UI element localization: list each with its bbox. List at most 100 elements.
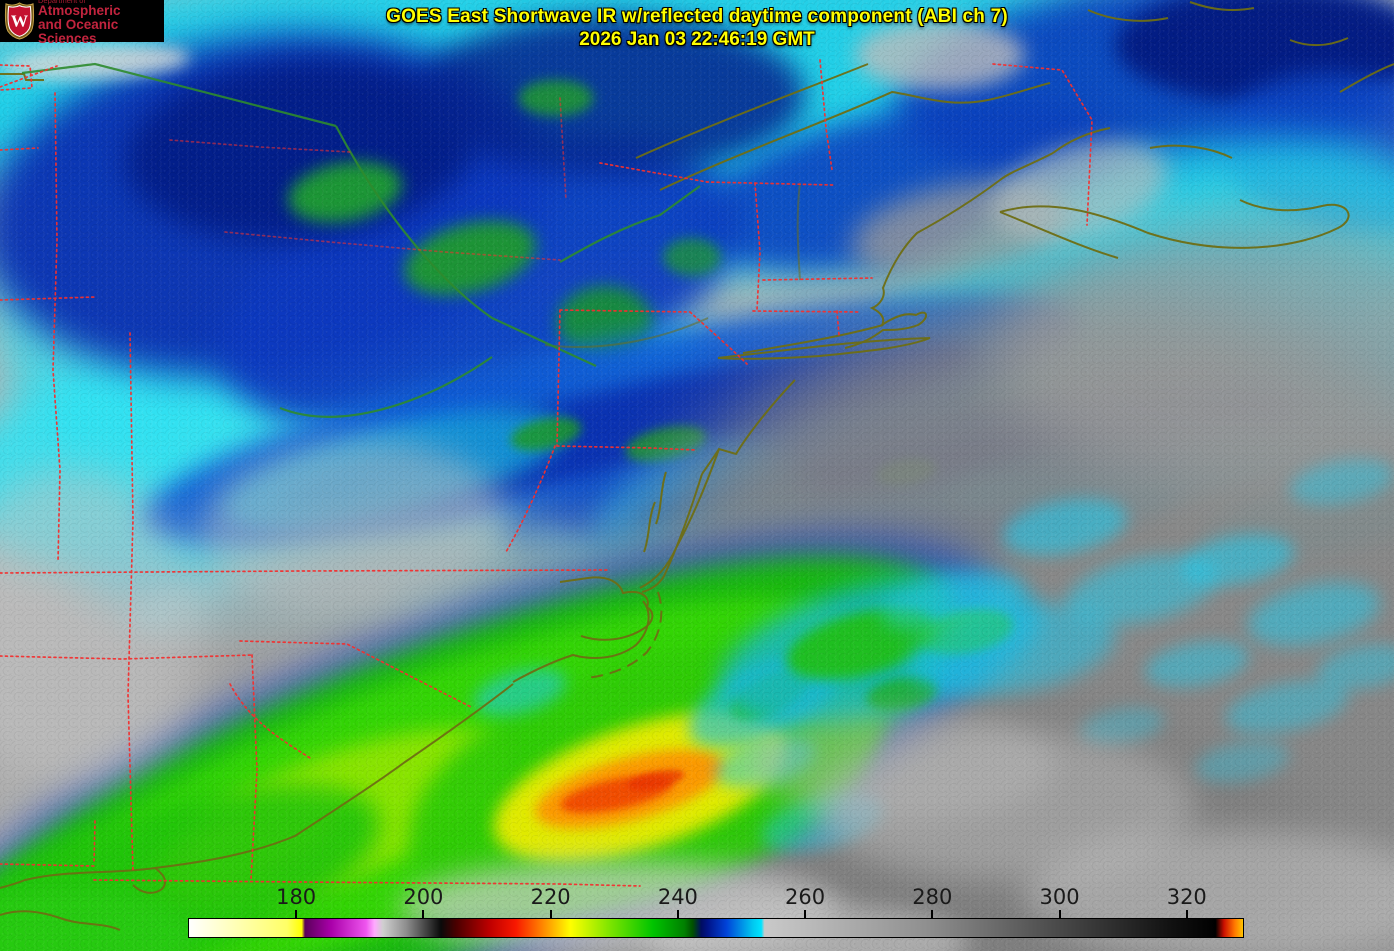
state-border-path bbox=[0, 296, 96, 301]
cloud-blob bbox=[901, 589, 1123, 711]
logo-name-line2: and Oceanic Sciences bbox=[38, 17, 119, 47]
cloud-blob bbox=[396, 207, 544, 309]
title-line1: GOES East Shortwave IR w/reflected dayti… bbox=[386, 6, 1008, 27]
cloud-blob bbox=[975, 308, 1394, 548]
colorbar-tick-mark bbox=[295, 910, 298, 919]
cloud-blob bbox=[275, 311, 989, 543]
cloud-blob bbox=[557, 286, 653, 358]
cloud-blob bbox=[1176, 526, 1298, 594]
state-border-path bbox=[752, 182, 873, 336]
cloud-blob bbox=[0, 423, 1059, 951]
cloud-blob bbox=[815, 730, 1195, 880]
cloud-blob bbox=[124, 246, 1096, 598]
cloud-blob bbox=[527, 733, 733, 845]
cloud-blob bbox=[1172, 393, 1394, 491]
cloud-blob bbox=[1191, 431, 1394, 585]
cloud-blob bbox=[283, 153, 407, 231]
cloud-blob bbox=[0, 0, 571, 414]
cloud-blob bbox=[1286, 452, 1394, 512]
colorbar-ticks: 180 200 220 240 260 280 300 320 bbox=[188, 884, 1244, 940]
cloud-blob bbox=[981, 123, 1179, 257]
cloud-blob bbox=[518, 80, 594, 116]
cloud-blob bbox=[1141, 634, 1253, 694]
cloud-blob bbox=[214, 384, 576, 556]
cloud-blob bbox=[149, 497, 691, 803]
international-border-layer bbox=[21, 62, 701, 418]
colorbar-tick-label: 300 bbox=[1039, 885, 1080, 909]
colorbar-tick-label: 200 bbox=[403, 885, 444, 909]
cloud-blob bbox=[468, 659, 572, 725]
cloud-blob bbox=[663, 238, 721, 276]
cloud-blob bbox=[686, 179, 1334, 497]
crest-letter: W bbox=[11, 11, 28, 30]
cloud-blob bbox=[421, 476, 979, 814]
cloud-blob bbox=[123, 527, 521, 657]
cloud-blob bbox=[754, 780, 890, 864]
colorbar-tick-mark bbox=[549, 910, 552, 919]
cloud-blob bbox=[1210, 247, 1394, 417]
cloud-blob bbox=[476, 681, 804, 893]
title-line2: 2026 Jan 03 22:46:19 GMT bbox=[579, 29, 815, 50]
state-border-path bbox=[127, 332, 134, 873]
colorbar: 180 200 220 240 260 280 300 320 bbox=[188, 884, 1244, 940]
state-border-path bbox=[599, 59, 834, 186]
cloud-blob bbox=[1313, 638, 1394, 696]
state-border-path bbox=[52, 92, 61, 563]
cloud-blob bbox=[629, 401, 1203, 553]
coastline-path bbox=[0, 73, 44, 81]
cloud-blob bbox=[117, 45, 483, 255]
cloud-blob bbox=[625, 290, 1394, 951]
cloud-blob bbox=[779, 595, 945, 693]
cloud-blob bbox=[0, 888, 195, 951]
coastline-path bbox=[512, 576, 654, 683]
state-borders-layer bbox=[0, 59, 1093, 887]
coastline-layer bbox=[0, 1, 1394, 931]
logo-name-line1: Atmospheric bbox=[38, 3, 121, 19]
state-border-path bbox=[0, 654, 258, 881]
cloud-blob bbox=[381, 511, 603, 633]
cloud-blob bbox=[675, 632, 855, 768]
colorbar-tick-mark bbox=[1058, 910, 1061, 919]
cloud-blob bbox=[599, 485, 1093, 615]
cloud-blob bbox=[915, 603, 1017, 661]
state-border-path bbox=[992, 63, 1093, 226]
uw-crest-icon: W bbox=[4, 2, 35, 40]
logo-text-block: Department of Atmospheric and Oceanic Sc… bbox=[38, 0, 164, 46]
state-border-path bbox=[0, 820, 641, 887]
cloud-blob bbox=[876, 563, 1028, 641]
cloud-blob bbox=[471, 443, 1189, 651]
coastline-path bbox=[585, 591, 663, 679]
cloud-blob bbox=[1077, 701, 1167, 751]
colorbar-tick-label: 280 bbox=[912, 885, 953, 909]
state-border-path bbox=[229, 640, 474, 759]
image-title: GOES East Shortwave IR w/reflected dayti… bbox=[0, 6, 1394, 51]
colorbar-tick-mark bbox=[676, 910, 679, 919]
state-border-path bbox=[169, 97, 567, 261]
international-border-path bbox=[335, 125, 597, 367]
cloud-blob bbox=[1220, 671, 1354, 743]
coastline-path bbox=[639, 324, 884, 593]
cloud-blob bbox=[557, 767, 677, 821]
cloud-blob bbox=[755, 710, 1055, 820]
cloud-blob bbox=[708, 726, 822, 798]
colorbar-tick-mark bbox=[1185, 910, 1188, 919]
state-border-path bbox=[505, 309, 748, 553]
cloud-blob bbox=[1059, 543, 1225, 637]
cloud-blob bbox=[1191, 735, 1293, 789]
coastline-path bbox=[844, 152, 1054, 349]
cloud-blob bbox=[703, 544, 1057, 756]
colorbar-tick-label: 320 bbox=[1166, 885, 1207, 909]
cloud-blob bbox=[995, 220, 1394, 490]
international-border-path bbox=[559, 185, 701, 263]
cloud-blob bbox=[858, 183, 1322, 427]
colorbar-tick-label: 240 bbox=[657, 885, 698, 909]
cloud-blob bbox=[0, 229, 738, 631]
colorbar-tick-label: 180 bbox=[276, 885, 317, 909]
cloud-blob bbox=[625, 765, 687, 795]
cloud-blob bbox=[843, 166, 1077, 294]
cloud-blob bbox=[679, 66, 1131, 304]
logo-department-text: Department of bbox=[38, 0, 86, 5]
colorbar-gradient bbox=[188, 918, 1244, 938]
